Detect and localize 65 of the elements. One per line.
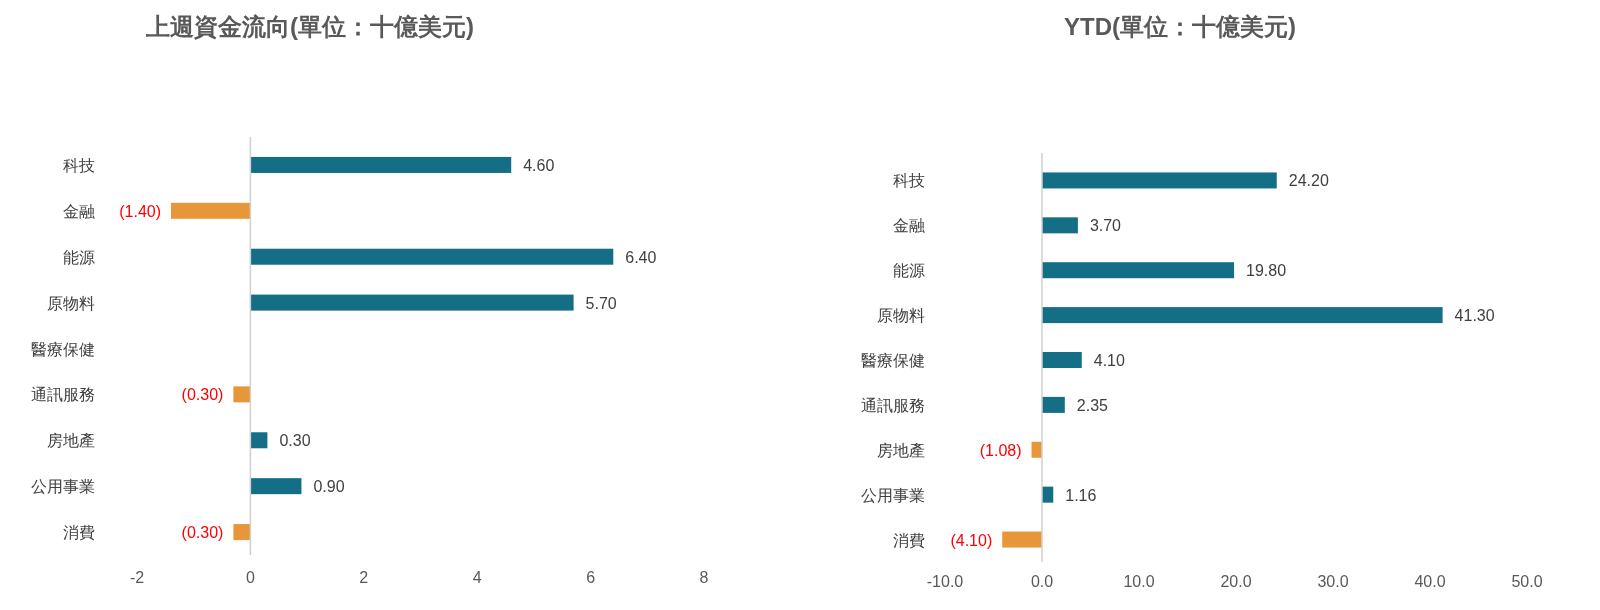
bar — [1042, 172, 1277, 189]
y-tick-label: 通訊服務 — [31, 386, 95, 404]
y-tick-label: 醫療保健 — [861, 352, 925, 369]
y-tick-label: 房地產 — [47, 432, 95, 450]
data-label: (4.10) — [950, 531, 993, 549]
bar — [171, 202, 251, 219]
x-tick-label: 30.0 — [1317, 573, 1349, 590]
bar — [1042, 396, 1065, 413]
bar — [250, 294, 574, 311]
x-tick-label: 8 — [699, 569, 709, 586]
bar — [1042, 262, 1235, 279]
data-label: 4.10 — [1093, 352, 1126, 369]
y-tick-label: 科技 — [893, 172, 925, 190]
x-tick-label: 40.0 — [1414, 573, 1446, 590]
data-label: (1.40) — [119, 202, 162, 220]
bar — [1042, 352, 1082, 368]
bar — [233, 524, 251, 541]
y-tick-label: 通訊服務 — [861, 396, 925, 414]
x-tick-label: 10.0 — [1123, 573, 1155, 590]
y-tick-label: 房地產 — [877, 441, 925, 459]
bar — [250, 248, 614, 265]
data-label: 19.80 — [1246, 262, 1287, 280]
data-label: 1.16 — [1065, 486, 1097, 504]
data-label: 2.35 — [1076, 396, 1109, 414]
x-tick-label: 0 — [245, 569, 255, 586]
y-tick-label: 金融 — [63, 202, 95, 220]
bar — [250, 478, 302, 495]
x-tick-label: 6 — [586, 569, 596, 586]
y-tick-label: 能源 — [63, 248, 95, 266]
y-tick-label: 醫療保健 — [31, 340, 95, 358]
y-tick-label: 公用事業 — [861, 486, 925, 504]
data-label: (0.30) — [181, 524, 224, 542]
data-label: 3.70 — [1089, 217, 1122, 235]
y-tick-label: 原物料 — [877, 307, 925, 325]
x-tick-label: 20.0 — [1220, 573, 1252, 590]
x-tick-label: -2 — [129, 569, 145, 586]
data-label: 4.60 — [523, 156, 555, 174]
bar — [1042, 307, 1443, 324]
x-tick-label: -10.0 — [926, 573, 964, 590]
bar — [1042, 217, 1078, 234]
y-tick-label: 原物料 — [47, 294, 95, 312]
bar — [233, 386, 251, 403]
data-label: 41.30 — [1454, 307, 1495, 325]
y-tick-label: 公用事業 — [31, 478, 95, 496]
data-label: 5.70 — [585, 294, 617, 312]
data-label: (0.30) — [181, 386, 224, 404]
data-label: (1.08) — [979, 441, 1022, 459]
x-tick-label: 2 — [359, 569, 369, 586]
x-tick-label: 4 — [472, 569, 482, 586]
data-label: 6.40 — [625, 248, 657, 266]
y-tick-label: 金融 — [893, 217, 925, 235]
data-label: 0.90 — [313, 478, 345, 496]
y-tick-label: 消費 — [893, 531, 925, 549]
x-tick-label: 0.0 — [1030, 573, 1054, 590]
y-tick-label: 能源 — [893, 262, 925, 280]
y-tick-label: 消費 — [63, 524, 95, 542]
chart-title: 上週資金流向(單位：十億美元) — [145, 13, 474, 40]
bar — [250, 156, 512, 173]
bar — [1002, 531, 1042, 548]
data-label: 24.20 — [1288, 172, 1329, 190]
y-tick-label: 科技 — [63, 156, 95, 174]
chart-title: YTD(單位：十億美元) — [1064, 13, 1296, 40]
data-label: 0.30 — [279, 432, 311, 450]
bar — [250, 432, 268, 449]
x-tick-label: 50.0 — [1511, 573, 1543, 590]
